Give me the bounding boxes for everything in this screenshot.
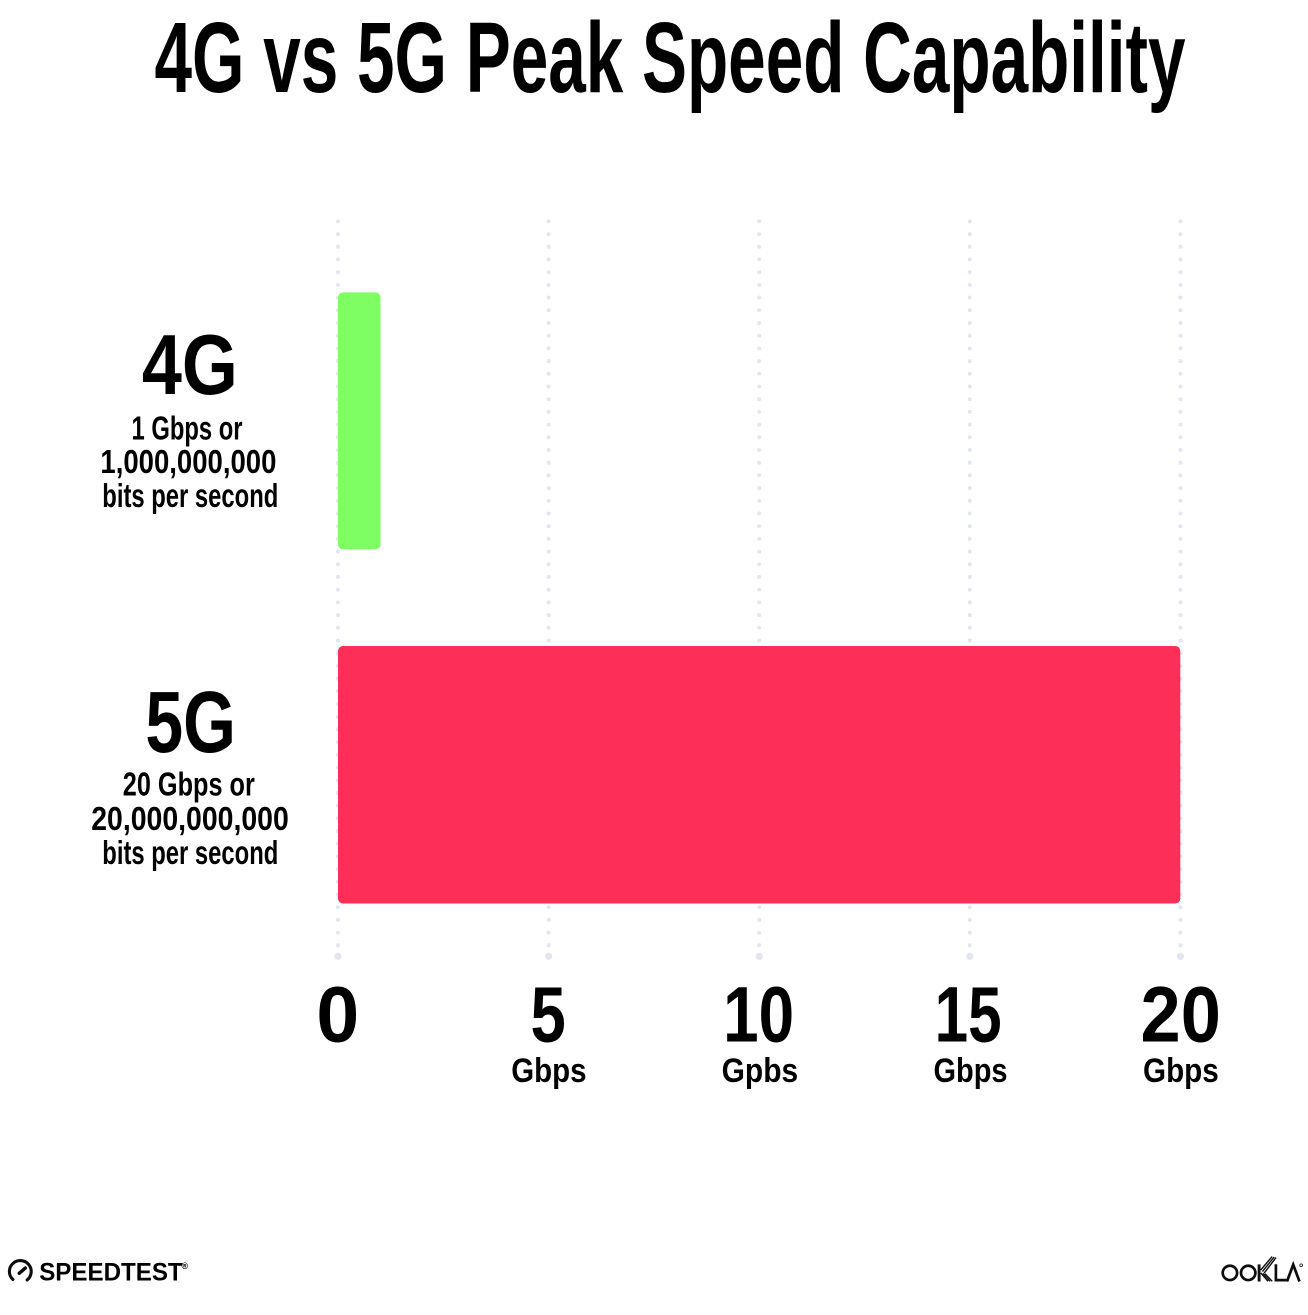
svg-text:bits per second: bits per second — [102, 478, 278, 515]
svg-text:Gpbs: Gpbs — [722, 1052, 799, 1090]
svg-text:5G: 5G — [145, 674, 236, 771]
svg-text:Gbps: Gbps — [1143, 1052, 1219, 1090]
svg-text:Gbps: Gbps — [934, 1052, 1008, 1090]
svg-text:4G vs 5G Peak Speed Capability: 4G vs 5G Peak Speed Capability — [155, 2, 1186, 114]
svg-text:1,000,000,000: 1,000,000,000 — [100, 444, 276, 481]
svg-text:15: 15 — [935, 970, 1002, 1058]
svg-text:0: 0 — [316, 970, 359, 1058]
svg-text:20: 20 — [1141, 970, 1221, 1058]
svg-text:4G: 4G — [142, 318, 238, 413]
svg-text:SPEEDTEST: SPEEDTEST — [39, 1259, 183, 1286]
svg-text:20,000,000,000: 20,000,000,000 — [91, 801, 289, 838]
svg-text:20 Gbps or: 20 Gbps or — [123, 766, 255, 803]
svg-text:10: 10 — [723, 970, 794, 1058]
svg-text:1 Gbps or: 1 Gbps or — [132, 411, 243, 448]
svg-text:®: ® — [182, 1261, 189, 1271]
svg-text:bits per second: bits per second — [102, 835, 278, 872]
svg-text:5: 5 — [531, 970, 566, 1058]
svg-text:Gbps: Gbps — [511, 1052, 586, 1090]
